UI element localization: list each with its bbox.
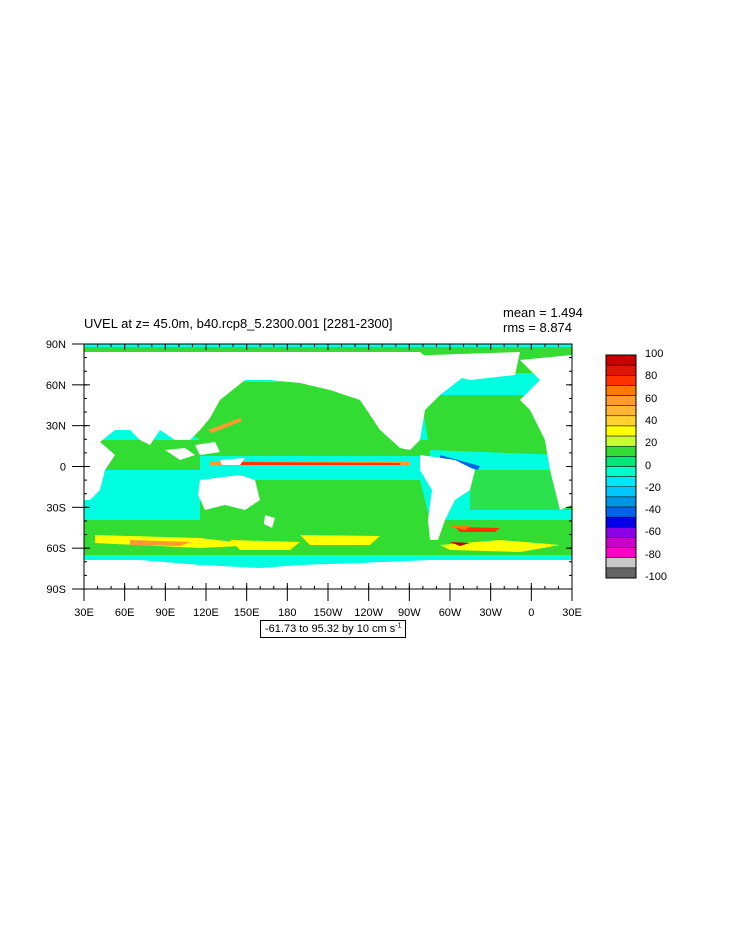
x-tick-label: 150E	[234, 607, 260, 619]
x-tick-label: 90E	[156, 607, 176, 619]
colorbar-swatch	[605, 456, 637, 467]
colorbar-level-label: 100	[645, 348, 664, 360]
x-axis-labels: 30E 60E 90E 120E 150E 180 150W 120W 90W 60W 30W 0 30…	[74, 607, 582, 619]
colorbar-frame	[605, 354, 637, 579]
ocean-field	[84, 344, 572, 589]
x-tick-label: 180	[278, 607, 296, 619]
colorbar-level-label: 40	[645, 414, 658, 427]
colorbar-swatch	[605, 557, 637, 569]
mean-value: mean = 1.494	[503, 305, 583, 320]
colorbar-swatch	[605, 496, 637, 508]
y-tick-label: 90S	[46, 584, 66, 596]
x-tick-label: 60W	[439, 607, 462, 619]
colorbar-level-label: -60	[645, 526, 661, 539]
colorbar-level-label: 80	[645, 370, 658, 383]
y-tick-label: 90N	[46, 339, 66, 351]
colorbar-level-label: 0	[645, 459, 652, 472]
colorbar-level-label: 60	[645, 392, 658, 405]
contour-range-exponent: -1	[395, 622, 402, 630]
colorbar-swatch	[605, 486, 637, 498]
colorbar-swatch	[605, 547, 637, 558]
x-tick-label: 120E	[193, 607, 219, 619]
axis-ticks	[72, 343, 573, 601]
colorbar-swatch	[605, 375, 637, 386]
y-tick-label: 30N	[46, 421, 66, 433]
colorbar	[605, 354, 637, 579]
colorbar-swatch	[605, 354, 637, 366]
x-tick-label: 30E	[74, 607, 94, 619]
plot-title: UVEL at z= 45.0m, b40.rcp8_5.2300.001 [2…	[84, 316, 393, 331]
colorbar-swatch	[605, 537, 637, 548]
colorbar-swatch	[605, 415, 637, 427]
colorbar-swatch	[605, 405, 637, 417]
rms-value: rms = 8.874	[503, 320, 573, 335]
x-tick-label: 150W	[314, 607, 343, 619]
y-tick-label: 0	[60, 462, 66, 474]
colorbar-swatch	[605, 567, 637, 579]
colorbar-swatch	[605, 506, 637, 518]
y-tick-label: 60S	[46, 543, 66, 555]
x-tick-label: 30E	[562, 607, 582, 619]
x-tick-label: 30W	[479, 607, 502, 619]
colorbar-level-label: -40	[645, 504, 661, 517]
y-tick-label: 60N	[46, 380, 66, 392]
colorbar-swatch	[605, 395, 637, 406]
colorbar-level-label: 20	[645, 437, 658, 450]
colorbar-level-label: -20	[645, 481, 661, 494]
colorbar-level-label: -80	[645, 548, 661, 561]
colorbar-swatch	[605, 476, 637, 488]
x-tick-label: 90W	[398, 607, 421, 619]
colorbar-swatch	[605, 385, 637, 396]
x-tick-label: 60E	[115, 607, 135, 619]
x-tick-label: 0	[528, 607, 534, 619]
x-tick-label: 120W	[354, 607, 383, 619]
colorbar-level-label: -100	[645, 571, 668, 583]
contour-range-text: -61.73 to 95.32 by 10 cm s	[265, 623, 396, 635]
colorbar-swatch	[605, 466, 637, 477]
y-axis-labels: 90N 60N 30N 0 30S 60S 90S	[46, 339, 66, 596]
colorbar-swatch	[605, 364, 637, 376]
y-tick-label: 30S	[46, 502, 66, 514]
contour-range-label: -61.73 to 95.32 by 10 cm s-1	[260, 620, 407, 638]
colorbar-swatch	[605, 445, 637, 457]
colorbar-swatch	[605, 435, 637, 447]
colorbar-swatch	[605, 516, 637, 528]
colorbar-swatch	[605, 527, 637, 538]
colorbar-swatch	[605, 425, 637, 437]
